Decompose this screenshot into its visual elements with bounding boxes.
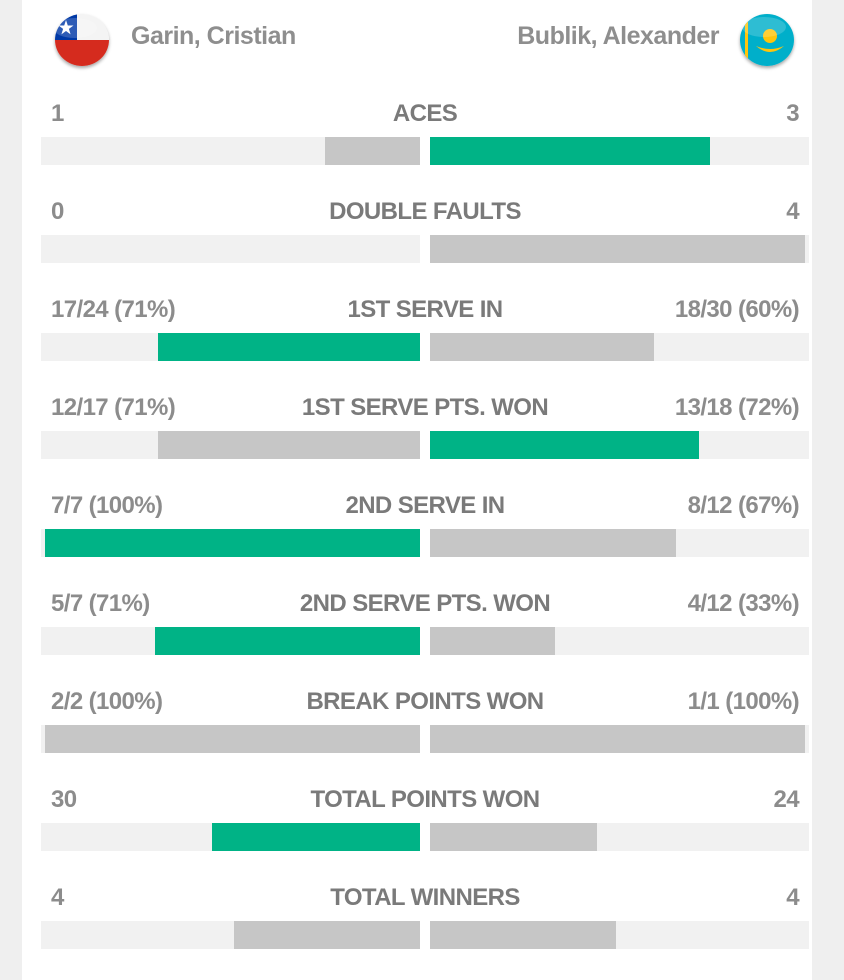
stat-left-track [41,431,420,459]
stat-left-bar [45,725,420,753]
stat-right-bar [430,725,805,753]
stat-left-value: 30 [51,786,77,813]
stat-left-value: 12/17 (71%) [51,394,176,421]
stat-right-value: 13/18 (72%) [674,394,800,421]
stat-row: 4 TOTAL WINNERS 4 [22,882,812,980]
stat-left-bar [325,137,420,165]
stat-row: 2/2 (100%) BREAK POINTS WON 1/1 (100%) [22,686,812,784]
kazakhstan-flag-icon [740,14,794,66]
stat-right-track [430,921,809,949]
stat-row: 30 TOTAL POINTS WON 24 [22,784,812,882]
stat-left-track [41,235,420,263]
stat-label: TOTAL WINNERS [330,884,520,911]
stat-row: 1 ACES 3 [22,98,812,196]
stat-left-track [41,529,420,557]
stat-right-track [430,431,809,459]
stat-right-value: 18/30 (60%) [674,296,800,323]
stat-left-track [41,333,420,361]
stat-right-bar [430,921,616,949]
stat-label: ACES [392,100,458,127]
stat-right-bar [430,823,597,851]
stat-right-bar [430,235,805,263]
stat-row: 12/17 (71%) 1ST SERVE PTS. WON 13/18 (72%) [22,392,812,490]
stat-left-value: 4 [51,884,64,911]
stat-label: 2ND SERVE PTS. WON [299,590,551,617]
stat-right-track [430,333,809,361]
stat-right-track [430,725,809,753]
stat-right-bar [430,529,676,557]
stat-left-value: 0 [51,198,64,225]
stat-right-track [430,137,809,165]
stat-row: 5/7 (71%) 2ND SERVE PTS. WON 4/12 (33%) [22,588,812,686]
stat-left-track [41,823,420,851]
stat-right-value: 1/1 (100%) [687,688,800,715]
stat-row: 7/7 (100%) 2ND SERVE IN 8/12 (67%) [22,490,812,588]
stat-right-bar [430,137,710,165]
player-right-name: Bublik, Alexander [517,22,719,50]
stat-label: 1ST SERVE PTS. WON [301,394,549,421]
stat-row: 17/24 (71%) 1ST SERVE IN 18/30 (60%) [22,294,812,392]
match-stats-panel: Garin, Cristian Bublik, Alexander 1 ACES 3… [22,0,812,980]
chile-flag-icon [55,14,109,66]
stat-right-value: 4 [786,884,799,911]
stat-left-track [41,137,420,165]
stat-right-value: 4/12 (33%) [687,590,800,617]
stat-left-bar [234,921,420,949]
stat-label: 1ST SERVE IN [347,296,503,323]
stat-label: TOTAL POINTS WON [310,786,540,813]
stat-right-track [430,627,809,655]
stat-label: BREAK POINTS WON [306,688,544,715]
stat-right-track [430,529,809,557]
stat-left-value: 7/7 (100%) [51,492,163,519]
stat-label: DOUBLE FAULTS [329,198,521,225]
stat-right-bar [430,333,654,361]
players-header: Garin, Cristian Bublik, Alexander [22,0,812,90]
stat-left-track [41,725,420,753]
stat-right-track [430,235,809,263]
stat-left-track [41,921,420,949]
stat-right-value: 24 [773,786,800,813]
stat-left-value: 2/2 (100%) [51,688,163,715]
stat-left-value: 5/7 (71%) [51,590,150,617]
stat-right-value: 8/12 (67%) [687,492,800,519]
stat-right-track [430,823,809,851]
stat-right-value: 4 [786,198,799,225]
stat-right-bar [430,627,555,655]
stat-left-value: 1 [51,100,64,127]
stat-right-value: 3 [786,100,799,127]
stat-right-bar [430,431,699,459]
stat-left-bar [45,529,420,557]
player-left-name: Garin, Cristian [131,22,296,50]
stat-label: 2ND SERVE IN [345,492,505,519]
stat-left-track [41,627,420,655]
stat-row: 0 DOUBLE FAULTS 4 [22,196,812,294]
stat-left-value: 17/24 (71%) [51,296,176,323]
stat-left-bar [158,431,420,459]
stat-left-bar [158,333,420,361]
stat-left-bar [155,627,420,655]
stat-left-bar [212,823,420,851]
